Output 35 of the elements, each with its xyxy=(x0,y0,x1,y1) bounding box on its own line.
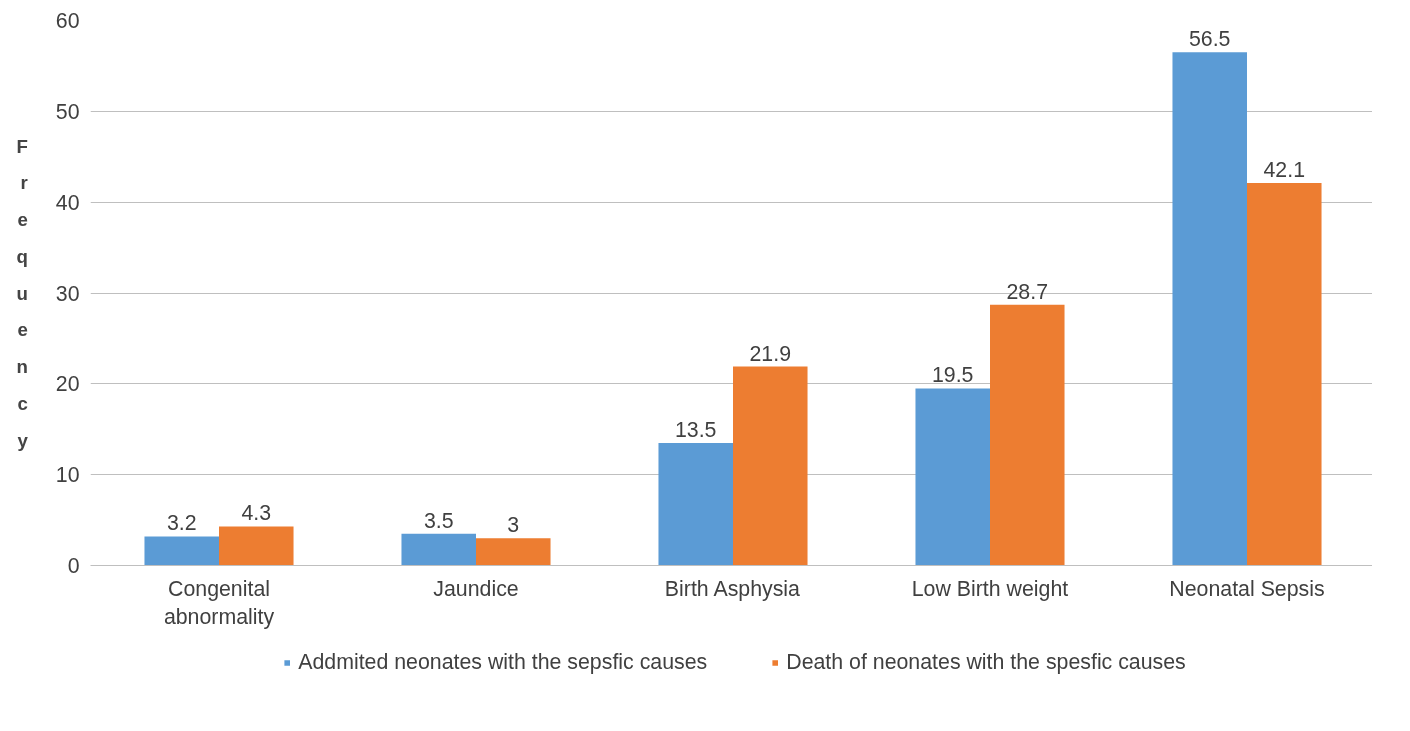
x-tick-label: Birth Asphysia xyxy=(664,576,801,601)
x-tick-label: Congenital abnormality xyxy=(163,576,275,630)
x-tick-label: Neonatal Sepsis xyxy=(1169,576,1325,601)
data-label: 3 xyxy=(507,513,520,538)
data-label: 21.9 xyxy=(749,341,792,366)
y-tick-label: 0 xyxy=(67,554,80,578)
bar xyxy=(1172,52,1247,566)
y-tick-label: 30 xyxy=(55,281,80,306)
data-label: 56.5 xyxy=(1188,27,1231,52)
bar xyxy=(476,538,551,566)
bar xyxy=(915,388,990,566)
y-tick-label: 10 xyxy=(55,463,80,488)
data-label: 28.7 xyxy=(1006,279,1049,304)
legend-label: Addmited neonates with the sepsfic causes xyxy=(298,649,708,675)
data-label: 42.1 xyxy=(1263,158,1306,183)
bar xyxy=(144,536,219,566)
data-label: 4.3 xyxy=(241,501,272,526)
bar xyxy=(1247,183,1322,566)
x-tick-label: Low Birth weight xyxy=(911,576,1069,601)
legend-label: Death of neonates with the spesfic causes xyxy=(786,649,1186,675)
data-label: 3.2 xyxy=(166,511,197,536)
data-label: 13.5 xyxy=(674,417,717,442)
data-label: 3.5 xyxy=(423,508,454,533)
y-tick-label: 40 xyxy=(55,190,80,215)
text: Frequency xyxy=(16,135,28,451)
bar xyxy=(658,442,733,566)
bar xyxy=(401,533,476,566)
bar xyxy=(733,366,808,566)
bar xyxy=(990,304,1065,566)
y-tick-label: 60 xyxy=(55,9,80,33)
y-tick-label: 20 xyxy=(55,372,80,397)
bar xyxy=(219,526,294,566)
data-label: 19.5 xyxy=(931,363,974,388)
x-tick-label: Jaundice xyxy=(433,576,519,601)
y-tick-label: 50 xyxy=(55,99,80,124)
